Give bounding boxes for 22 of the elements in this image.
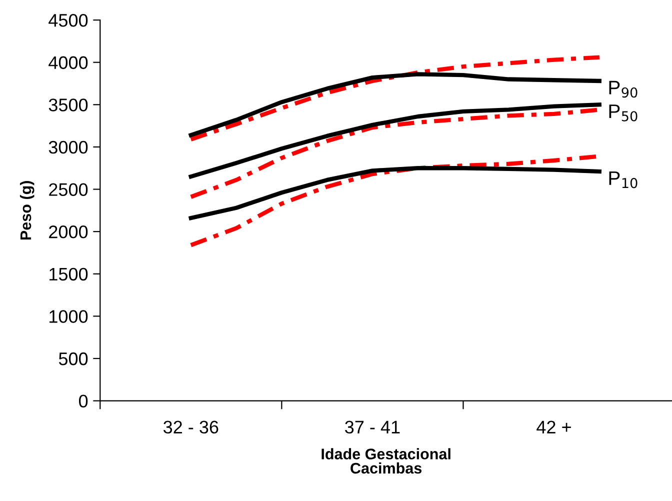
series-label: P$_{10}$ <box>609 171 638 188</box>
y-tick-label: 0 <box>78 394 88 408</box>
y-tick-label: 4000 <box>48 56 88 70</box>
line-series <box>188 102 602 179</box>
y-tick-label: 1000 <box>50 310 88 323</box>
y-tick-label: 4500 <box>48 14 88 27</box>
y-tick-label: 2500 <box>49 183 88 196</box>
y-tick-label: 2000 <box>49 226 88 238</box>
series-label: P$_{90}$ <box>609 80 638 98</box>
series-label: P$_{50}$ <box>609 104 638 122</box>
x-axis-title: Idade Gestacional Cacimbas <box>322 448 450 474</box>
y-tick-label: 500 <box>58 352 88 366</box>
y-tick-label: 1500 <box>50 268 88 281</box>
line-series <box>188 166 602 220</box>
y-tick-label: 3000 <box>48 140 88 154</box>
line-series <box>188 72 602 138</box>
x-tick-label: 42 + <box>536 420 571 434</box>
x-tick-label: 37 - 41 <box>345 420 400 434</box>
y-tick-label: 3500 <box>48 98 88 112</box>
y-axis-title: Peso (g) <box>20 181 34 240</box>
x-tick-label: 32 - 36 <box>163 420 218 434</box>
line-series <box>188 55 602 142</box>
